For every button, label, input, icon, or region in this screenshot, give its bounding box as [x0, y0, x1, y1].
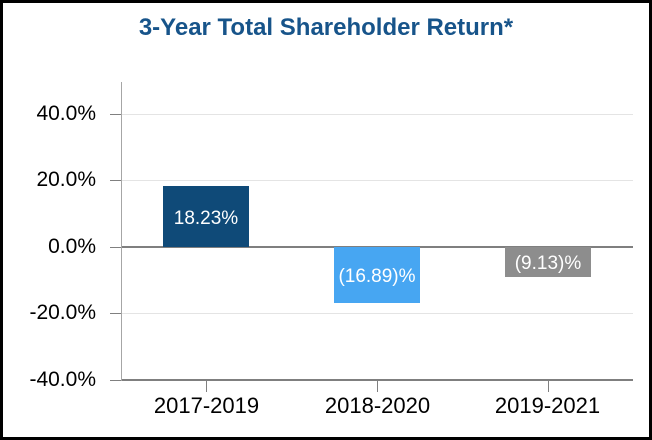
x-axis-label: 2019-2021	[494, 393, 601, 418]
bar-2019-2021: (9.13)%	[505, 247, 591, 277]
y-tick	[110, 114, 121, 115]
x-tick	[548, 381, 549, 392]
x-axis-label: 2018-2020	[324, 393, 431, 418]
y-tick	[110, 180, 121, 181]
bar-value-label: 18.23%	[173, 207, 239, 229]
x-axis-line	[121, 379, 633, 381]
y-tick	[110, 380, 121, 381]
y-tick	[110, 247, 121, 248]
x-axis-label: 2017-2019	[153, 393, 260, 418]
y-axis-label: 40.0%	[36, 102, 96, 125]
bar-2018-2020: (16.89)%	[334, 247, 420, 303]
bar-value-label: (9.13)%	[514, 253, 582, 274]
bar-2017-2019: 18.23%	[163, 186, 249, 247]
y-axis-line	[121, 82, 122, 381]
x-tick	[206, 381, 207, 392]
y-gridline	[121, 180, 633, 181]
y-gridline	[121, 313, 633, 314]
bar-value-label: (16.89)%	[338, 266, 416, 287]
y-axis-label: 20.0%	[36, 168, 96, 191]
y-gridline	[121, 114, 633, 115]
y-axis-label: -40.0%	[29, 368, 96, 391]
y-axis-label: -20.0%	[29, 301, 96, 324]
x-tick	[377, 381, 378, 392]
y-axis-label: 0.0%	[48, 235, 96, 258]
chart-title: 3-Year Total Shareholder Return*	[138, 14, 514, 41]
y-tick	[110, 313, 121, 314]
